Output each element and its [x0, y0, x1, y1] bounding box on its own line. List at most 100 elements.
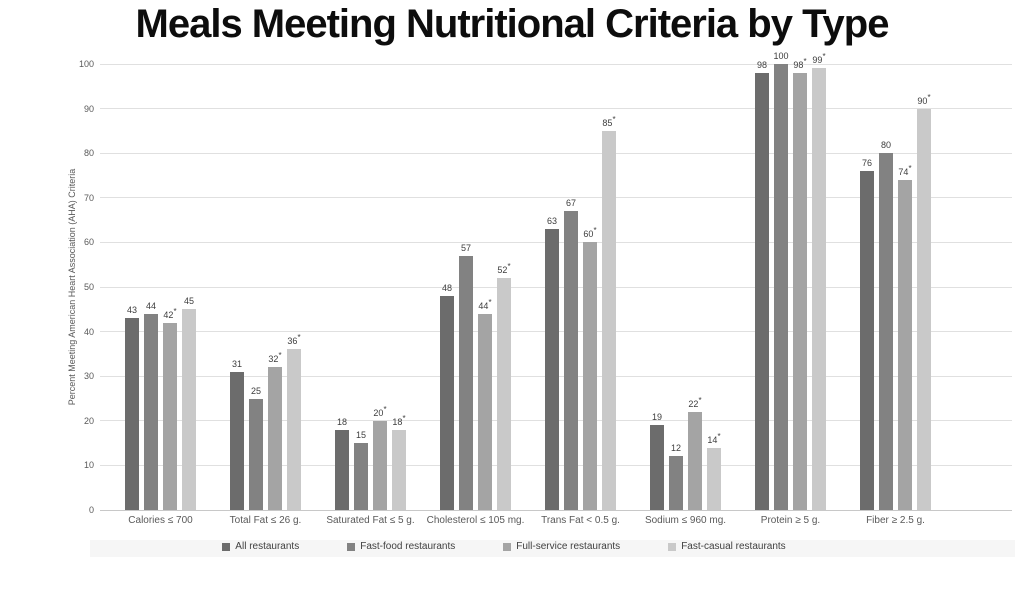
plot-area: 0 10 20 30 40 50 60 70 80 90 100 43 44 42* 45 31 25 32* 36… — [79, 51, 1012, 515]
bar-group: 76 80 74* 90* — [843, 64, 948, 510]
bar: 60* — [583, 227, 597, 510]
significance-asterisk: * — [593, 226, 597, 236]
significance-asterisk: * — [488, 297, 492, 307]
significance-asterisk: * — [173, 306, 177, 316]
y-tick-label: 40 — [83, 326, 94, 337]
legend-swatch-icon — [668, 542, 677, 551]
bar: 99* — [812, 53, 826, 510]
bar-group: 98 100 98* 99* — [738, 51, 843, 510]
significance-asterisk: * — [717, 431, 721, 441]
legend-item: Fast-food restaurants — [347, 541, 455, 552]
bar-value-label: 18 — [336, 416, 348, 427]
x-axis-line — [100, 509, 1012, 511]
gridline — [100, 197, 1012, 199]
bar: 18 — [335, 417, 349, 510]
legend-label: Fast-casual restaurants — [681, 541, 786, 552]
x-tick-label: Total Fat ≤ 26 g. — [229, 515, 302, 526]
bar-value-label: 74* — [898, 163, 912, 177]
bar-value-label: 20* — [373, 404, 387, 418]
bar-value-label: 90* — [917, 92, 931, 106]
x-tick-label: Trans Fat < 0.5 g. — [541, 515, 620, 526]
x-tick-label: Calories ≤ 700 — [128, 515, 193, 526]
bar: 98 — [755, 60, 769, 510]
bar-value-label: 85* — [602, 114, 616, 128]
bar: 67 — [564, 198, 578, 510]
legend-label: Fast-food restaurants — [360, 541, 456, 552]
legend-swatch-icon — [503, 542, 512, 551]
bar-value-label: 45 — [183, 296, 195, 307]
gridline — [100, 63, 1012, 65]
bar-value-label: 98 — [756, 59, 768, 70]
legend: All restaurants Fast-food restaurants Full… — [0, 541, 1008, 552]
bar: 25 — [249, 386, 263, 510]
y-tick-label: 20 — [83, 415, 94, 426]
bar-value-label: 99* — [812, 52, 826, 66]
bar-value-label: 48 — [441, 282, 453, 293]
bar: 20* — [373, 405, 387, 510]
legend-swatch-icon — [347, 542, 356, 551]
legend-swatch-icon — [222, 542, 231, 551]
x-tick-label: Sodium ≤ 960 mg. — [644, 515, 727, 526]
bar: 63 — [545, 216, 559, 510]
bar-group: 19 12 22* 14* — [633, 64, 738, 510]
bar-group: 31 25 32* 36* — [213, 64, 318, 510]
bar: 22* — [688, 396, 702, 510]
bar-group: 18 15 20* 18* — [318, 64, 423, 510]
bar: 45 — [182, 296, 196, 510]
bar-value-label: 32* — [268, 351, 282, 365]
bar-group: 43 44 42* 45 — [108, 64, 213, 510]
bar: 57 — [459, 243, 473, 510]
bar: 85* — [602, 115, 616, 510]
significance-asterisk: * — [908, 163, 912, 173]
bar: 43 — [125, 305, 139, 510]
significance-asterisk: * — [927, 92, 931, 102]
y-tick-label: 70 — [83, 192, 94, 203]
significance-asterisk: * — [297, 333, 301, 343]
bar-value-label: 18* — [392, 413, 406, 427]
y-tick-label: 100 — [78, 59, 94, 69]
bar: 14* — [707, 432, 721, 510]
bar-value-label: 100 — [773, 51, 789, 61]
bar: 42* — [163, 307, 177, 510]
bar: 100 — [773, 51, 789, 510]
bar-value-label: 31 — [231, 358, 243, 369]
bar-value-label: 42* — [163, 306, 177, 320]
significance-asterisk: * — [698, 395, 702, 405]
bar: 90* — [917, 93, 931, 510]
significance-asterisk: * — [803, 56, 807, 66]
bar: 44* — [478, 298, 492, 510]
bar-groups: 43 44 42* 45 31 25 32* 36* 18 15 20* 18* 48 57 44* 52* 6… — [108, 51, 948, 510]
chart-title: Meals Meeting Nutritional Criteria by Ty… — [135, 2, 890, 46]
gridline — [100, 152, 1012, 154]
legend-background-band — [90, 540, 1015, 557]
bar-value-label: 98* — [793, 56, 807, 70]
bar: 31 — [230, 359, 244, 510]
bar-value-label: 44* — [478, 297, 492, 311]
bar: 52* — [497, 263, 511, 510]
x-axis-labels: Calories ≤ 700 Total Fat ≤ 26 g. Saturated… — [108, 515, 948, 526]
y-tick-label: 0 — [88, 505, 94, 515]
significance-asterisk: * — [383, 404, 387, 414]
bar-value-label: 25 — [250, 385, 262, 396]
bar: 74* — [898, 164, 912, 510]
bar-value-label: 14* — [707, 431, 721, 445]
bar-value-label: 67 — [565, 198, 577, 209]
y-tick-label: 80 — [83, 148, 94, 159]
significance-asterisk: * — [612, 114, 616, 124]
bar: 36* — [287, 334, 301, 510]
y-tick-label: 50 — [83, 282, 94, 292]
bar-value-label: 52* — [497, 262, 511, 276]
legend-label: All restaurants — [235, 541, 300, 552]
bar: 98* — [793, 57, 807, 510]
significance-asterisk: * — [402, 413, 406, 423]
bar-value-label: 76 — [861, 158, 873, 169]
bar-value-label: 12 — [670, 443, 682, 454]
bar-value-label: 43 — [126, 305, 138, 316]
legend-item: Full-service restaurants — [503, 541, 620, 552]
bar-group: 48 57 44* 52* — [423, 64, 528, 510]
bar-value-label: 60* — [583, 226, 597, 240]
y-tick-label: 90 — [83, 103, 94, 114]
bar-value-label: 19 — [651, 412, 663, 423]
bar: 32* — [268, 352, 282, 510]
